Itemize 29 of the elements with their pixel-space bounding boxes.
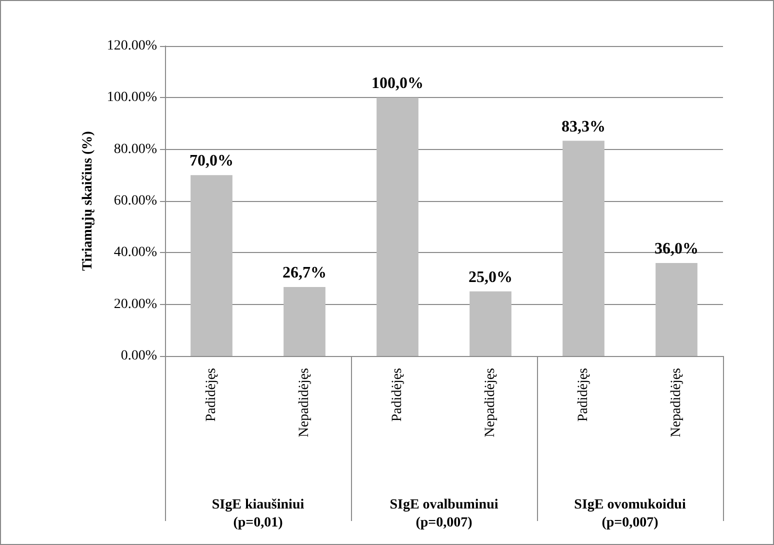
y-tick-label: 80.00% <box>114 142 158 157</box>
text: SIgE ovalbuminui (p=0,007) <box>390 498 498 530</box>
y-tick-label: 20.00% <box>114 296 158 312</box>
bar <box>376 98 418 356</box>
data-label: 26,7% <box>282 264 326 282</box>
data-label: 70,0% <box>190 152 234 170</box>
text: SIgE ovomukoidui (p=0,007) <box>574 498 686 530</box>
x-tick-label: Padidėjęs <box>204 368 219 422</box>
y-tick-label: 120.00% <box>106 38 158 54</box>
data-label: 100,0% <box>372 75 424 92</box>
data-label: 83,3% <box>562 118 606 136</box>
x-tick-label: Nepadidėjęs <box>297 368 312 438</box>
x-tick-label: Padidėjęs <box>576 368 591 422</box>
data-label: 36,0% <box>654 240 698 258</box>
data-label: 25,0% <box>468 268 512 286</box>
y-tick-label: 40.00% <box>114 245 158 260</box>
x-tick-label: Nepadidėjęs <box>483 368 498 438</box>
y-tick-label: 60.00% <box>114 194 158 208</box>
x-tick-label: Padidėjęs <box>390 368 405 422</box>
bar <box>284 287 326 356</box>
bar <box>562 140 604 356</box>
y-tick-label: 100.00% <box>106 90 158 106</box>
bar <box>190 175 232 356</box>
bar <box>656 263 698 356</box>
x-tick-label: Nepadidėjęs <box>669 368 684 438</box>
y-tick-label: 0.00% <box>120 348 158 364</box>
y-axis-title: Tiriamųjų skaičius (%) <box>80 130 96 271</box>
bar <box>470 291 512 356</box>
text: SIgE kiaušiniui (p=0,01) <box>212 498 304 530</box>
